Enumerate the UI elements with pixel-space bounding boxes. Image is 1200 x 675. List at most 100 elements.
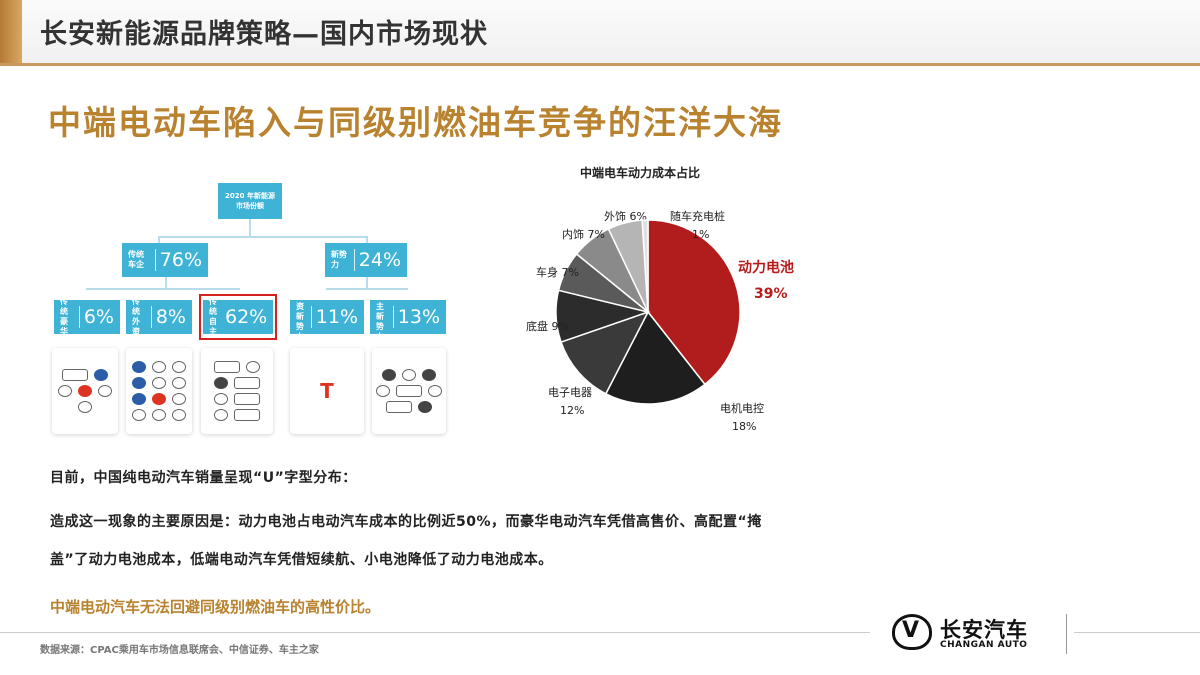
pie-chart: 动力电池 39% 电机电控 18% 电子电器 12% 底盘 9% 车身 7% 内饰 7% 外饰 6… [526, 209, 794, 433]
logo-card-domestic [201, 348, 273, 434]
header-divider [0, 63, 1200, 66]
footer-divider-right [1074, 632, 1200, 633]
node-domestic-new-forces: 自主 新势力 13% [370, 292, 446, 341]
roewe-logo-icon [246, 361, 260, 373]
page-title: 长安新能源品牌策略—国内市场现状 [40, 19, 488, 50]
pie-label-name-2: 电子电器 [548, 386, 592, 399]
pie-label-value-7: 1% [692, 228, 709, 241]
node-foreign-new-forces: 外资 新势力 11% [290, 292, 364, 341]
node-traditional-foreign: 传统 外资 8% [126, 297, 192, 336]
logo-card-foreign [126, 348, 192, 434]
body-line-1: 目前，中国纯电动汽车销量呈现“U”字型分布： [50, 470, 357, 486]
connector-left-level2 [165, 277, 167, 289]
pie-slice-2 [560, 310, 650, 395]
hyundai-logo-icon [132, 393, 146, 405]
vw-logo-icon [132, 361, 146, 373]
logo-card-foreign-new-forces: T [290, 348, 364, 434]
tree-root-line1: 2020 年新能源 [225, 192, 275, 200]
skoda-logo-icon [172, 377, 186, 389]
highlight-box-domestic [199, 294, 277, 340]
peugeot-logo-icon [172, 393, 186, 405]
logo-card-domestic-new-forces [372, 348, 446, 434]
pie-slice-0 [647, 219, 741, 386]
conclusion-text: 中端电动汽车无法回避同级别燃油车的高性价比。 [50, 598, 381, 616]
lincoln-logo-icon [78, 401, 92, 413]
logo-card-luxury [52, 348, 118, 434]
chery-logo-icon [214, 409, 228, 421]
volvo-logo-icon [98, 385, 112, 397]
pie-label-name-0: 动力电池 [738, 259, 794, 276]
cadillac-logo-icon [78, 385, 92, 397]
connector-root-down [249, 219, 251, 237]
mercedes-logo-icon [58, 385, 72, 397]
market-share-tree: 2020 年新能源 市场份额 传统 车企 76% 新势力 24% 传统 豪华 6… [0, 0, 460, 450]
toyota-logo-icon [152, 377, 166, 389]
connector-left-down [158, 236, 160, 244]
footer-divider [0, 632, 870, 633]
node-percent: 62% [225, 306, 268, 328]
nissan-logo-icon [172, 409, 186, 421]
pie-label-name-4: 车身 7% [536, 265, 579, 279]
tree-root-line2: 市场份额 [236, 202, 264, 210]
pie-label-name-6: 外饰 6% [604, 209, 647, 223]
brand-name-en: CHANGAN AUTO [940, 640, 1028, 650]
changan-emblem-icon [892, 614, 932, 650]
audi-logo-icon [62, 369, 88, 381]
connector-level1-horizontal [158, 236, 366, 238]
pie-label-name-3: 底盘 9% [526, 319, 569, 333]
leapmotor-logo-icon [428, 385, 442, 397]
byd-logo-icon [214, 361, 240, 373]
brand-name-cn: 长安汽车 [940, 618, 1028, 642]
baojun-logo-icon [234, 393, 260, 405]
node-label: 传统 外资 [132, 297, 140, 336]
node-traditional-domestic: 传统 自主 62% [203, 297, 273, 336]
wuling-logo-icon [214, 393, 228, 405]
changan-logo-icon [214, 377, 228, 389]
node-percent: 13% [397, 306, 440, 328]
body-line-2: 造成这一现象的主要原因是：动力电池占电动汽车成本的比例近50%，而豪华电动汽车凭… [50, 514, 762, 530]
weltmeister-logo-icon [376, 385, 390, 397]
tesla-logo-icon: T [320, 379, 334, 403]
logo-divider [1066, 614, 1067, 654]
node-percent: 76% [159, 249, 202, 271]
data-source: 数据来源：CPAC乘用车市场信息联席会、中信证券、车主之家 [40, 645, 319, 656]
node-label: 外资 新势力 [296, 292, 304, 341]
pie-label-value-0: 39% [754, 286, 788, 302]
geely-logo-icon [234, 409, 260, 421]
gac-logo-icon [234, 377, 260, 389]
header-bar [0, 0, 1200, 64]
connector-left-level2-horizontal [86, 288, 240, 290]
buick-logo-icon [172, 361, 186, 373]
node-percent: 6% [83, 306, 114, 328]
node-label: 传统 豪华 [60, 297, 68, 336]
changan-brand-logo: V 长安汽车 CHANGAN AUTO [892, 612, 1062, 656]
pie-label-name-7: 随车充电桩 [670, 209, 725, 223]
node-label: 新势力 [331, 250, 347, 269]
body-line-3: 盖”了动力电池成本，低端电动汽车凭借短续航、小电池降低了动力电池成本。 [50, 552, 553, 568]
connector-right-down [366, 236, 368, 244]
node-new-forces: 新势力 24% [325, 243, 407, 277]
citroen-logo-icon [132, 409, 146, 421]
node-label: 传统 车企 [128, 250, 144, 269]
pie-label-name-1: 电机电控 [720, 401, 764, 415]
kia-logo-icon [152, 393, 166, 405]
pie-label-value-2: 12% [560, 404, 584, 417]
ford-logo-icon [132, 377, 146, 389]
node-label: 传统 自主 [209, 297, 217, 336]
tree-root-node: 2020 年新能源 市场份额 [218, 183, 282, 219]
li-auto-logo-icon [422, 369, 436, 381]
node-percent: 24% [358, 249, 401, 271]
node-percent: 8% [155, 306, 186, 328]
honda-logo-icon [152, 409, 166, 421]
connector-right-level2 [366, 277, 368, 289]
node-percent: 11% [315, 306, 358, 328]
aiways-logo-icon [418, 401, 432, 413]
changan-emblem-letter: V [902, 618, 920, 643]
pie-slice-1 [604, 310, 706, 405]
node-traditional-oem: 传统 车企 76% [122, 243, 208, 277]
pie-label-name-5: 内饰 7% [562, 227, 605, 241]
xpeng-logo-icon [402, 369, 416, 381]
neta-logo-icon [396, 385, 422, 397]
header-accent [0, 0, 22, 64]
pie-chart-title: 中端电车动力成本占比 [580, 166, 701, 180]
